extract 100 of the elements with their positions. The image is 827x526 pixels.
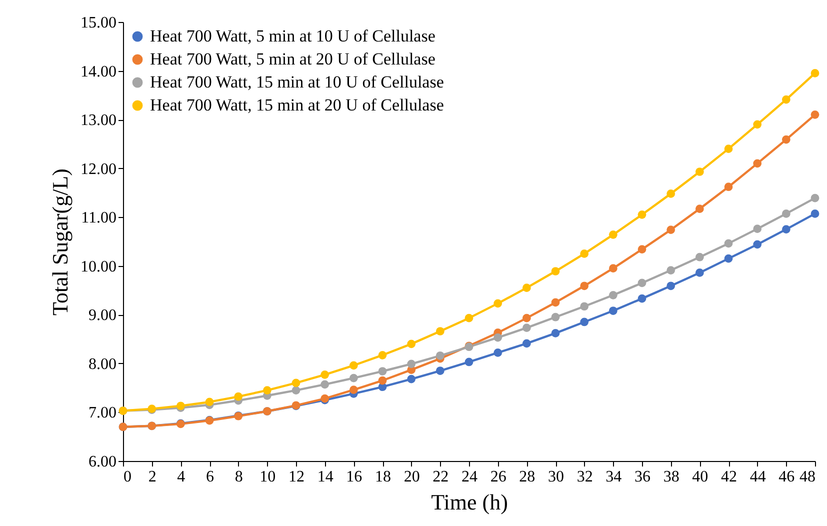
x-tick-label: 40 xyxy=(692,468,708,486)
point xyxy=(436,366,444,375)
point xyxy=(522,314,531,322)
point xyxy=(580,250,589,258)
x-tick-label: 14 xyxy=(317,468,334,486)
y-axis-title: Total Sugar(g/L) xyxy=(48,168,72,316)
y-tick-label: 8.00 xyxy=(88,356,116,373)
point xyxy=(378,367,387,376)
point xyxy=(494,333,502,342)
point xyxy=(753,120,762,129)
y-tick-label: 13.00 xyxy=(80,112,116,130)
point xyxy=(753,159,762,168)
point xyxy=(666,190,676,198)
point xyxy=(666,266,676,274)
y-tick-label: 12.00 xyxy=(80,160,116,178)
point xyxy=(292,386,300,394)
point xyxy=(407,360,416,368)
point xyxy=(810,194,820,202)
point xyxy=(608,230,618,239)
point xyxy=(551,329,560,338)
x-tick-label: 44 xyxy=(750,468,766,486)
point xyxy=(638,278,646,288)
point xyxy=(695,204,704,213)
point xyxy=(349,374,358,382)
x-tick-label: 34 xyxy=(606,468,622,486)
point xyxy=(551,267,560,276)
point xyxy=(782,135,790,144)
x-tick-label: 46 xyxy=(778,468,795,486)
point xyxy=(782,95,790,104)
y-tick-label: 15.00 xyxy=(80,14,116,32)
y-tick-label: 10.00 xyxy=(80,258,116,276)
point xyxy=(695,252,704,262)
x-tick-label: 10 xyxy=(260,468,276,486)
point xyxy=(810,110,820,119)
point xyxy=(522,324,531,332)
point xyxy=(349,386,358,394)
x-tick-label: 12 xyxy=(288,468,304,486)
point xyxy=(464,358,474,366)
point xyxy=(436,351,444,360)
point xyxy=(782,210,790,218)
legend-label: Heat 700 Watt, 5 min at 20 U of Cellulase xyxy=(150,50,436,68)
point xyxy=(262,386,272,394)
point xyxy=(436,327,444,336)
point xyxy=(320,370,330,379)
x-tick-label: 30 xyxy=(548,468,564,486)
point xyxy=(580,318,589,326)
x-tick-label: 24 xyxy=(462,468,478,486)
point xyxy=(580,282,589,290)
y-tick-label: 9.00 xyxy=(88,307,116,324)
point xyxy=(580,302,589,311)
y-tick-label: 11.00 xyxy=(81,210,116,227)
point xyxy=(522,339,531,348)
point xyxy=(407,374,416,384)
point xyxy=(407,340,416,348)
point xyxy=(724,144,733,153)
point xyxy=(638,294,646,303)
point xyxy=(724,239,733,248)
x-tick-label: 6 xyxy=(206,468,214,486)
point xyxy=(666,282,676,290)
point xyxy=(638,210,646,219)
legend-label: Heat 700 Watt, 15 min at 20 U of Cellulase xyxy=(150,96,444,114)
point xyxy=(292,378,300,388)
x-tick-label: 26 xyxy=(490,468,506,486)
x-tick-label: 42 xyxy=(721,468,737,486)
x-tick-label: 22 xyxy=(432,468,449,486)
point xyxy=(608,290,618,300)
point xyxy=(494,299,502,308)
point xyxy=(464,314,474,322)
point xyxy=(494,348,502,357)
x-tick-label: 28 xyxy=(519,468,536,486)
x-tick-label: 18 xyxy=(375,468,391,486)
point xyxy=(810,210,820,218)
point xyxy=(551,298,560,307)
point xyxy=(349,361,358,370)
point xyxy=(378,350,387,360)
point xyxy=(695,268,704,277)
x-tick-label: 20 xyxy=(404,468,420,486)
point xyxy=(753,224,762,233)
point xyxy=(378,376,387,385)
x-tick-label: 32 xyxy=(576,468,593,486)
point xyxy=(782,225,790,234)
y-tick-label: 14.00 xyxy=(80,63,116,80)
point xyxy=(695,168,704,176)
legend-label: Heat 700 Watt, 15 min at 10 U of Cellulase xyxy=(150,72,444,92)
x-tick-label: 0 xyxy=(124,468,132,486)
x-tick-label: 48 xyxy=(800,468,816,486)
x-tick-label: 8 xyxy=(234,468,243,486)
point xyxy=(551,312,560,322)
x-tick-label: 36 xyxy=(634,468,650,486)
point xyxy=(205,398,214,406)
x-tick-label: 38 xyxy=(663,468,680,486)
x-axis-title: Time (h) xyxy=(431,490,508,514)
y-tick-label: 7.00 xyxy=(88,404,116,422)
point xyxy=(724,254,733,263)
point xyxy=(608,264,618,273)
point xyxy=(753,240,762,249)
legend-label: Heat 700 Watt, 5 min at 10 U of Cellulase xyxy=(150,26,436,46)
point xyxy=(810,69,820,78)
y-tick-label: 6.00 xyxy=(88,454,116,470)
point xyxy=(320,380,330,389)
